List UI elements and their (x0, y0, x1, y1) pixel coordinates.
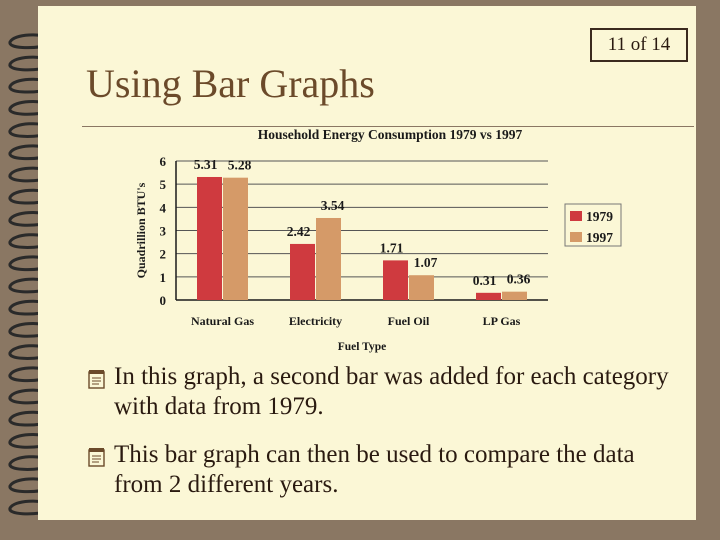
legend-swatch-1979 (570, 211, 582, 221)
x-tick-label: Electricity (289, 314, 342, 328)
legend-box (564, 203, 622, 247)
chart-title: Household Energy Consumption 1979 vs 199… (258, 127, 523, 142)
y-tick-label: 1 (160, 270, 167, 285)
legend-entry: 1997 (586, 230, 613, 245)
slide-counter: 11 of 14 (590, 28, 688, 62)
data-label: 1.71 (380, 240, 404, 255)
bar-chart: Household Energy Consumption 1979 vs 199… (134, 127, 622, 353)
bar-1979 (290, 243, 315, 300)
data-label: 5.31 (194, 157, 218, 172)
y-tick-label: 2 (160, 247, 167, 262)
bullet-text: In this graph, a second bar was added fo… (114, 363, 669, 420)
bar-1997 (316, 217, 341, 300)
legend-entry: 1979 (586, 209, 613, 224)
bullet-item: This bar graph can then be used to compa… (86, 440, 674, 500)
notepad-icon (86, 368, 108, 398)
y-tick-label: 3 (160, 224, 167, 239)
x-axis-label: Fuel Type (338, 341, 386, 353)
data-label: 3.54 (321, 198, 345, 213)
legend-swatch-1997 (570, 232, 582, 242)
bar-1997 (223, 177, 248, 300)
data-label: 5.28 (228, 158, 252, 173)
y-tick-label: 6 (160, 154, 167, 169)
x-tick-label: Natural Gas (191, 314, 254, 328)
slide (38, 6, 696, 520)
notepad-icon (86, 446, 108, 476)
slide-title: Using Bar Graphs (86, 61, 375, 106)
bar-1997 (409, 275, 434, 300)
bar-1997 (502, 291, 527, 300)
bullet-text: This bar graph can then be used to compa… (114, 441, 635, 498)
bar-1979 (383, 260, 408, 300)
data-label: 1.07 (414, 255, 438, 270)
data-label: 0.31 (473, 273, 497, 288)
x-tick-label: Fuel Oil (388, 314, 430, 328)
y-tick-label: 4 (160, 200, 167, 215)
y-axis-label: Quadrillion BTU's (134, 182, 148, 278)
title-divider (82, 126, 694, 127)
bar-1979 (197, 176, 222, 300)
bullet-item: In this graph, a second bar was added fo… (86, 362, 674, 422)
bar-1979 (476, 292, 501, 300)
data-label: 0.36 (507, 272, 531, 287)
x-tick-label: LP Gas (483, 314, 521, 328)
y-tick-label: 5 (160, 177, 167, 192)
data-label: 2.42 (287, 224, 311, 239)
y-tick-label: 0 (160, 293, 167, 308)
